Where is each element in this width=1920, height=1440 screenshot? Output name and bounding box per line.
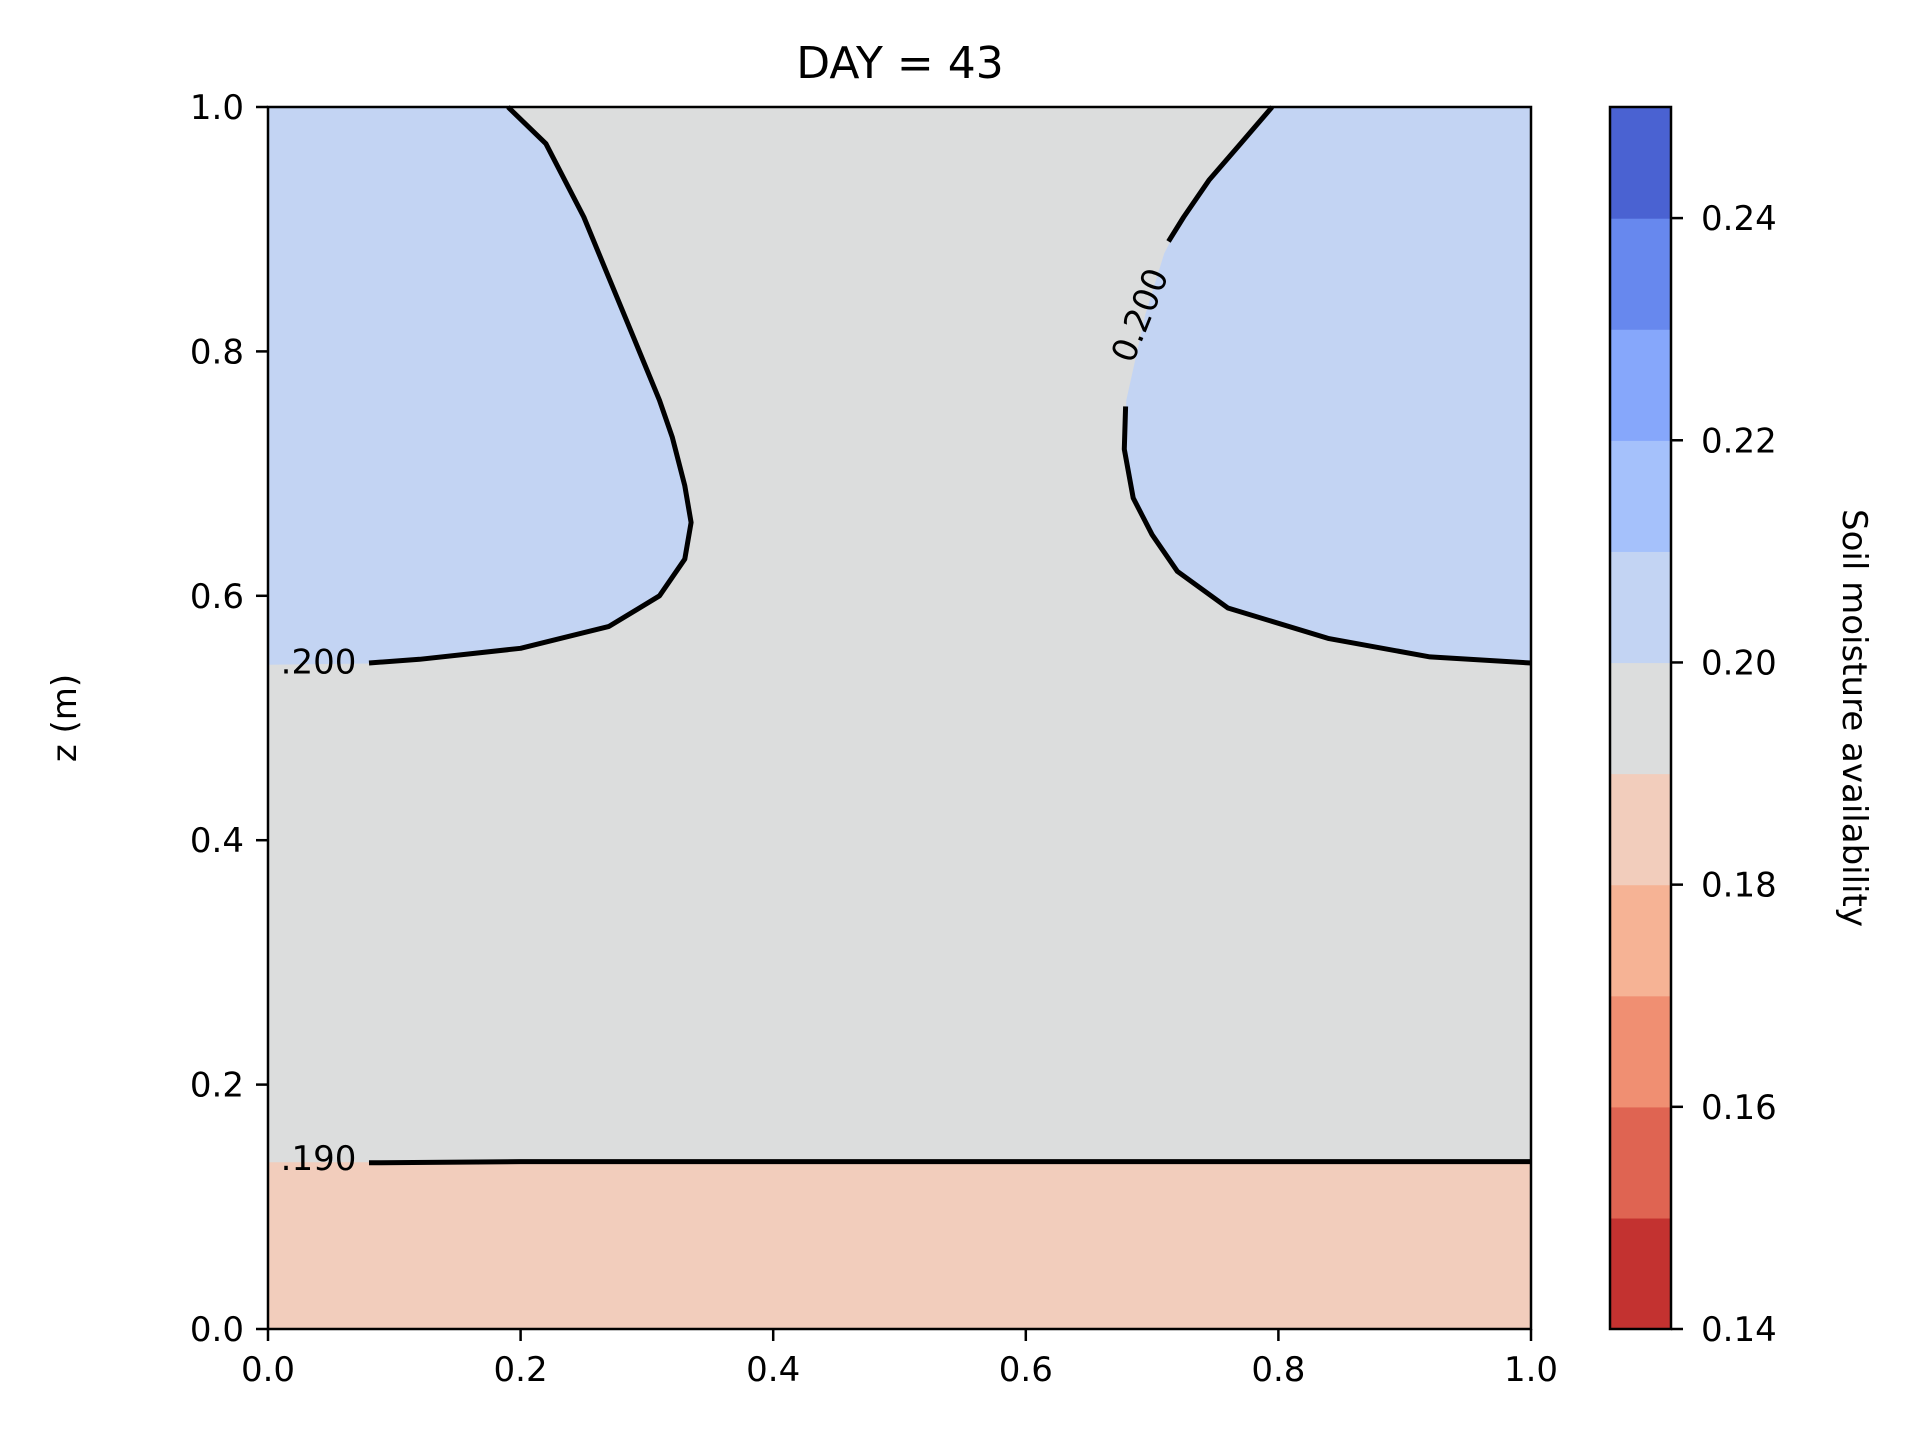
- contour-label-1: .200: [281, 643, 357, 683]
- colorbar: [1610, 107, 1671, 1330]
- x-tick-label: 0.8: [1251, 1350, 1305, 1390]
- colorbar-band: [1610, 773, 1671, 886]
- colorbar-frame: [1608, 105, 1673, 1331]
- colorbar-axis: 0.14 0.16 0.18 0.20 0.22 0.24: [1671, 199, 1777, 1350]
- contour-fill-layer: [267, 106, 1532, 1330]
- contour-line-2: [1121, 406, 1532, 666]
- contour-line-2-cont: [1166, 105, 1274, 243]
- y-tick-label: 0.4: [190, 821, 244, 861]
- colorbar-tick-label: 0.24: [1701, 199, 1777, 239]
- colorbar-tick-label: 0.14: [1701, 1310, 1777, 1350]
- y-axis: 0.0 0.2 0.4 0.6 0.8 1.0: [190, 88, 268, 1350]
- colorbar-band: [1610, 440, 1671, 552]
- colorbar-tick-label: 0.22: [1701, 421, 1777, 461]
- colorbar-band: [1610, 551, 1671, 664]
- colorbar-band: [1610, 995, 1671, 1108]
- x-tick-label: 0.0: [241, 1350, 295, 1390]
- colorbar-label: Soil moisture availability: [1834, 509, 1874, 927]
- contour-line-1: [368, 105, 694, 666]
- x-tick-label: 0.4: [746, 1350, 800, 1390]
- plot-frame: [266, 105, 1533, 1331]
- contour-line-layer: [368, 105, 1532, 1166]
- y-tick-label: 0.0: [190, 1310, 244, 1350]
- colorbar-tick-label: 0.16: [1701, 1088, 1777, 1128]
- colorbar-band: [1610, 662, 1671, 775]
- y-tick-label: 0.8: [190, 332, 244, 372]
- chart-title: DAY = 43: [796, 38, 1004, 89]
- y-axis-label: z (m): [45, 674, 85, 762]
- colorbar-band: [1610, 218, 1671, 330]
- y-tick-label: 0.2: [190, 1066, 244, 1106]
- x-tick-label: 0.6: [999, 1350, 1053, 1390]
- colorbar-band: [1610, 884, 1671, 997]
- x-tick-label: 0.2: [494, 1350, 548, 1390]
- colorbar-tick-label: 0.20: [1701, 643, 1777, 683]
- colorbar-band: [1610, 107, 1671, 219]
- colorbar-band: [1610, 1106, 1671, 1219]
- contour-label-0: .190: [281, 1139, 357, 1179]
- x-axis: 0.0 0.2 0.4 0.6 0.8 1.0: [241, 1329, 1558, 1390]
- colorbar-band: [1610, 1217, 1671, 1330]
- y-tick-label: 1.0: [190, 88, 244, 128]
- colorbar-band: [1610, 329, 1671, 441]
- region-low: [267, 1161, 1532, 1330]
- contour-line-0: [368, 1159, 1531, 1166]
- colorbar-tick-label: 0.18: [1701, 866, 1777, 906]
- x-tick-label: 1.0: [1504, 1350, 1558, 1390]
- y-tick-label: 0.6: [190, 577, 244, 617]
